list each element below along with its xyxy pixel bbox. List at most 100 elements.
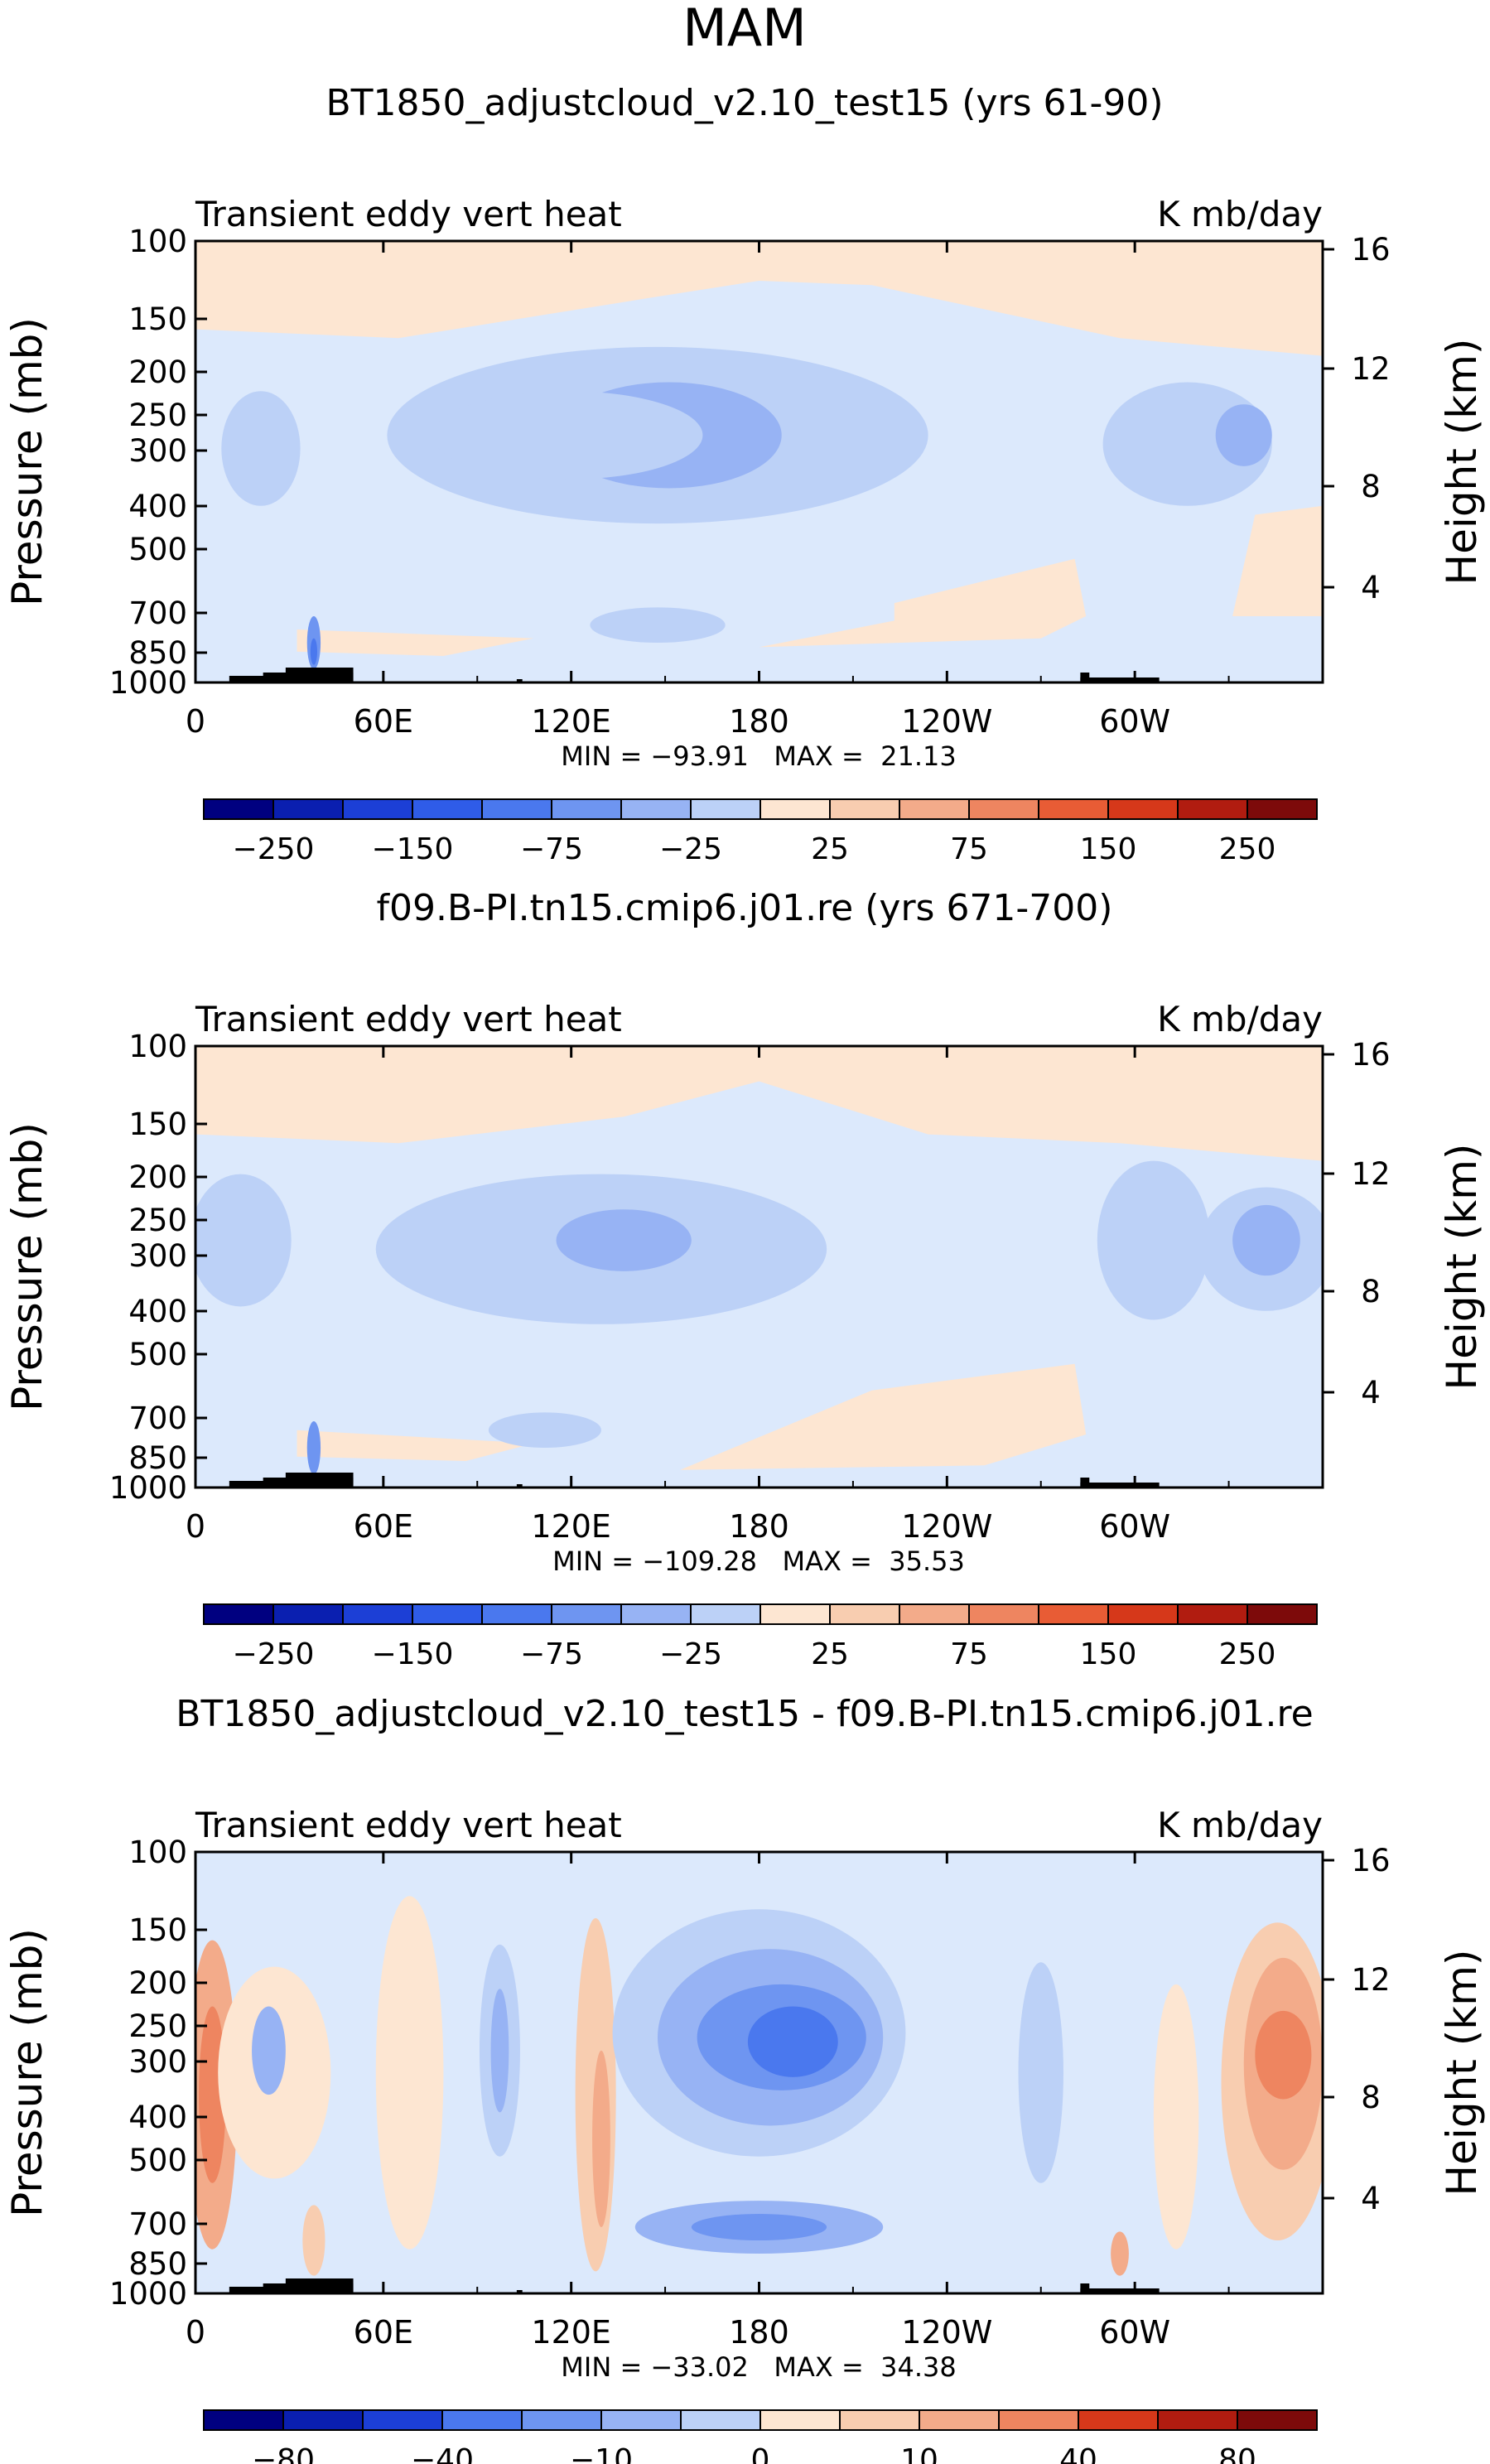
- colorbar-swatch: [968, 1603, 1039, 1625]
- colorbar-label: −250: [233, 832, 315, 866]
- colorbar-label: −25: [659, 1637, 722, 1671]
- x-tick-label: 120W: [901, 703, 992, 740]
- colorbar-label: 0: [751, 2443, 770, 2464]
- y-tick-label: 700: [128, 596, 187, 631]
- terrain-mask: [285, 2278, 354, 2293]
- colorbar-label: 150: [1080, 1637, 1137, 1671]
- colorbar-label: −40: [411, 2443, 474, 2464]
- y2-tick-label: 12: [1351, 1156, 1390, 1192]
- colorbar-swatch: [759, 2409, 841, 2431]
- contour-field: [195, 241, 1323, 682]
- colorbar-swatch: [829, 1603, 900, 1625]
- x-tick-label: 0: [186, 703, 205, 740]
- colorbar-swatch: [899, 798, 970, 820]
- y-tick-label: 700: [128, 1401, 187, 1436]
- y-tick-label: 250: [128, 1203, 187, 1238]
- contour-region: [195, 241, 1323, 356]
- contour-region: [310, 638, 317, 665]
- y2-tick-label: 8: [1361, 2080, 1381, 2115]
- y-tick-label: 850: [128, 2246, 187, 2282]
- y-tick-label: 700: [128, 2206, 187, 2242]
- colorbar-swatch: [620, 1603, 692, 1625]
- terrain-mask: [1080, 673, 1090, 682]
- colorbar: −80 −40 −10 0 10 40 80: [203, 2409, 1318, 2464]
- contour-region: [759, 558, 1087, 648]
- contour-region: [691, 2214, 827, 2241]
- colorbar-swatch: [1038, 798, 1109, 820]
- y-tick-label: 500: [128, 532, 187, 567]
- terrain-mask: [1080, 1483, 1160, 1488]
- colorbar-label: −250: [233, 1637, 315, 1671]
- contour-region: [592, 2050, 610, 2228]
- y-tick-label: 200: [128, 354, 187, 390]
- contour-region: [1232, 505, 1323, 616]
- colorbar-swatch: [1246, 798, 1318, 820]
- colorbar-label: 150: [1080, 832, 1137, 866]
- colorbar-label: 250: [1219, 832, 1276, 866]
- contour-region: [1153, 1984, 1199, 2249]
- terrain-mask: [516, 679, 523, 682]
- contour-region: [302, 2205, 325, 2276]
- y2-tick-label: 16: [1351, 1037, 1390, 1073]
- colorbar-label: −150: [372, 1637, 454, 1671]
- contour-region: [221, 391, 301, 506]
- colorbar-swatch: [899, 1603, 970, 1625]
- x-tick-label: 60W: [1099, 703, 1170, 740]
- colorbar-swatch: [839, 2409, 920, 2431]
- colorbar-swatch: [481, 798, 552, 820]
- colorbar-label: −25: [659, 832, 722, 866]
- contour-field: [195, 1852, 1323, 2293]
- contour-region: [1232, 1204, 1300, 1276]
- units-label: K mb/day: [1157, 1805, 1323, 1845]
- x-tick-label: 180: [729, 1508, 789, 1545]
- colorbar-swatch: [342, 1603, 413, 1625]
- contour-region: [195, 1174, 292, 1307]
- x-tick-label: 0: [186, 2314, 205, 2351]
- colorbar-swatch: [690, 798, 761, 820]
- terrain-mask: [285, 668, 354, 682]
- colorbar-swatch: [1107, 798, 1179, 820]
- y-tick-label: 400: [128, 489, 187, 524]
- contour-region: [556, 1209, 692, 1271]
- units-label: K mb/day: [1157, 194, 1323, 234]
- colorbar-swatch: [1038, 1603, 1109, 1625]
- y-tick-label: 500: [128, 2143, 187, 2178]
- chart-panel-2: f09.B-PI.tn15.cmip6.j01.re (yrs 671-700)…: [3, 887, 1486, 1671]
- x-tick-label: 60W: [1099, 1508, 1170, 1545]
- contour-region: [199, 2006, 226, 2183]
- panel-title: f09.B-PI.tn15.cmip6.j01.re (yrs 671-700): [377, 887, 1113, 929]
- x-tick-label: 120E: [531, 2314, 611, 2351]
- colorbar-swatch: [1237, 2409, 1318, 2431]
- terrain-mask: [1080, 1478, 1090, 1488]
- y-tick-label: 300: [128, 1238, 187, 1274]
- colorbar-swatch: [1157, 2409, 1238, 2431]
- y-tick-label: 150: [128, 1107, 187, 1142]
- colorbar: −250 −150 −75 −25 25 75 150 250: [203, 798, 1318, 866]
- colorbar-label: −10: [570, 2443, 633, 2464]
- colorbar-label: 75: [950, 832, 988, 866]
- y-tick-label: 100: [128, 1029, 187, 1064]
- x-tick-label: 120E: [531, 703, 611, 740]
- y-tick-label: 400: [128, 2100, 187, 2135]
- y2-tick-label: 8: [1361, 469, 1381, 504]
- contour-region: [432, 391, 703, 480]
- colorbar-swatch: [919, 2409, 1000, 2431]
- colorbar-swatch: [342, 798, 413, 820]
- chart-panel-3: BT1850_adjustcloud_v2.10_test15 - f09.B-…: [3, 1693, 1486, 2464]
- y-axis-label: Pressure (mb): [3, 1122, 51, 1411]
- x-tick-label: 120W: [901, 2314, 992, 2351]
- colorbar-swatch: [272, 798, 344, 820]
- x-tick-label: 60E: [354, 2314, 413, 2351]
- contour-region: [590, 607, 726, 644]
- contour-region: [297, 1430, 534, 1461]
- y-tick-label: 150: [128, 1912, 187, 1948]
- colorbar-swatch: [968, 798, 1039, 820]
- colorbar-label: −80: [252, 2443, 315, 2464]
- colorbar-swatch: [1078, 2409, 1159, 2431]
- contour-region: [680, 1363, 1087, 1470]
- y-tick-label: 250: [128, 398, 187, 433]
- colorbar-label: −75: [520, 832, 583, 866]
- contour-region: [252, 2006, 286, 2095]
- y2-tick-label: 16: [1351, 232, 1390, 268]
- terrain-mask: [1080, 677, 1160, 682]
